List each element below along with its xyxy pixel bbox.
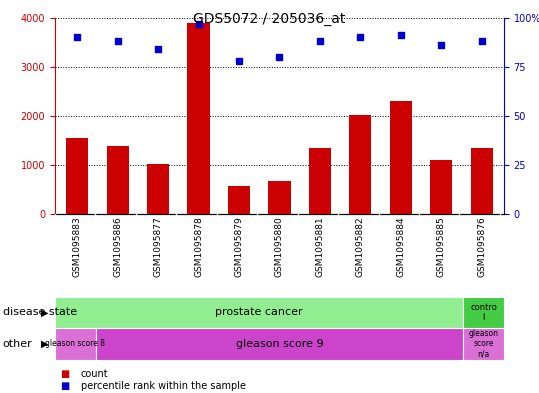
- Point: [316, 38, 324, 44]
- Text: ■: ■: [60, 381, 70, 391]
- Text: gleason score 8: gleason score 8: [45, 340, 106, 348]
- Bar: [471, 148, 493, 214]
- Point: [234, 58, 243, 64]
- Text: gleason score 9: gleason score 9: [236, 339, 323, 349]
- Text: disease state: disease state: [3, 307, 77, 318]
- Point: [437, 42, 446, 48]
- Text: GSM1095879: GSM1095879: [234, 217, 244, 277]
- Text: GSM1095883: GSM1095883: [73, 217, 82, 277]
- Text: prostate cancer: prostate cancer: [215, 307, 303, 318]
- Text: ■: ■: [60, 369, 70, 379]
- Text: GSM1095880: GSM1095880: [275, 217, 284, 277]
- Point: [397, 32, 405, 39]
- Text: contro
l: contro l: [470, 303, 497, 322]
- Point: [73, 34, 81, 40]
- Text: ▶: ▶: [41, 307, 49, 318]
- Bar: [107, 146, 129, 214]
- Text: other: other: [3, 339, 32, 349]
- Point: [194, 20, 203, 27]
- Bar: [430, 160, 452, 214]
- Bar: [188, 22, 210, 214]
- Point: [154, 46, 162, 52]
- Bar: [228, 185, 250, 214]
- Text: GSM1095882: GSM1095882: [356, 217, 365, 277]
- Bar: [96, 328, 463, 360]
- Bar: [66, 138, 88, 214]
- Bar: [268, 181, 291, 214]
- Text: GSM1095876: GSM1095876: [477, 217, 486, 277]
- Text: GSM1095885: GSM1095885: [437, 217, 446, 277]
- Text: ▶: ▶: [41, 339, 49, 349]
- Text: gleason
score
n/a: gleason score n/a: [468, 329, 499, 359]
- Bar: [147, 164, 169, 214]
- Bar: [309, 148, 331, 214]
- Text: GSM1095886: GSM1095886: [113, 217, 122, 277]
- Text: GSM1095877: GSM1095877: [154, 217, 163, 277]
- Point: [113, 38, 122, 44]
- Bar: [349, 116, 371, 214]
- Text: GDS5072 / 205036_at: GDS5072 / 205036_at: [194, 12, 345, 26]
- Bar: [55, 328, 96, 360]
- Bar: [463, 328, 504, 360]
- Point: [275, 54, 284, 60]
- Bar: [463, 297, 504, 328]
- Bar: [390, 101, 412, 214]
- Point: [478, 38, 486, 44]
- Text: GSM1095881: GSM1095881: [315, 217, 324, 277]
- Point: [356, 34, 365, 40]
- Text: GSM1095884: GSM1095884: [396, 217, 405, 277]
- Text: count: count: [81, 369, 108, 379]
- Text: GSM1095878: GSM1095878: [194, 217, 203, 277]
- Text: percentile rank within the sample: percentile rank within the sample: [81, 381, 246, 391]
